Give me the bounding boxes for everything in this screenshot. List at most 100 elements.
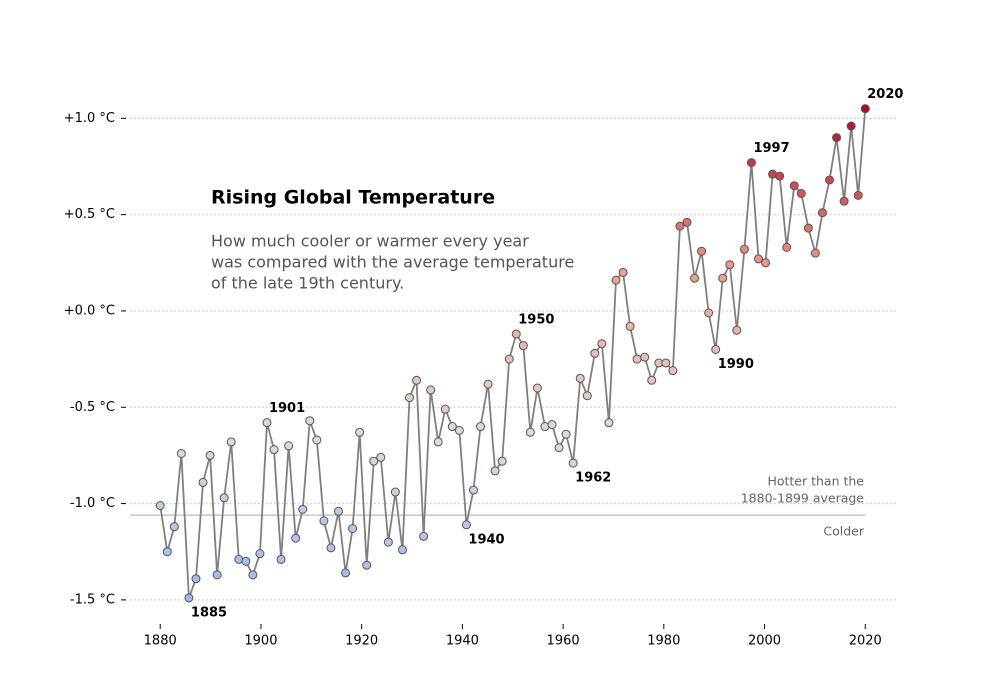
point xyxy=(205,450,215,460)
point xyxy=(184,593,194,603)
point xyxy=(839,196,849,206)
point xyxy=(718,273,728,283)
point xyxy=(668,366,678,376)
point xyxy=(532,383,542,393)
y-tick-label: +1.0 °C xyxy=(64,111,115,126)
point xyxy=(490,466,500,476)
point xyxy=(341,568,351,578)
point xyxy=(761,258,771,268)
point xyxy=(625,321,635,331)
point xyxy=(746,158,756,168)
point xyxy=(690,273,700,283)
point xyxy=(860,104,870,114)
y-tick-label: -1.5 °C xyxy=(70,592,115,607)
point xyxy=(248,570,258,580)
point xyxy=(604,418,614,428)
point xyxy=(376,452,386,462)
subtitle: of the late 19th century. xyxy=(211,274,404,293)
point xyxy=(789,181,799,191)
point xyxy=(348,524,358,534)
point xyxy=(568,458,578,468)
point xyxy=(419,531,429,541)
point xyxy=(176,448,186,458)
point xyxy=(575,373,585,383)
point xyxy=(803,223,813,233)
point xyxy=(483,379,493,389)
point xyxy=(169,522,179,532)
reference-label: Colder xyxy=(823,524,864,539)
point xyxy=(825,175,835,185)
point xyxy=(775,171,785,181)
point xyxy=(582,391,592,401)
y-tick-label: -1.0 °C xyxy=(70,496,115,511)
point xyxy=(796,188,806,198)
point xyxy=(547,420,557,430)
point xyxy=(155,500,165,510)
point xyxy=(305,416,315,426)
point xyxy=(561,429,571,439)
point xyxy=(725,260,735,270)
x-tick-label: 2000 xyxy=(748,634,781,649)
x-tick-label: 1880 xyxy=(144,634,177,649)
point xyxy=(454,425,464,435)
point xyxy=(426,385,436,395)
y-tick-label: +0.0 °C xyxy=(64,303,115,318)
reference-label: 1880-1899 average xyxy=(741,491,865,506)
point xyxy=(675,221,685,231)
point xyxy=(661,358,671,368)
annotation: 2020 xyxy=(867,87,903,102)
point xyxy=(647,375,657,385)
point xyxy=(326,543,336,553)
point xyxy=(846,121,856,131)
point xyxy=(461,520,471,530)
point xyxy=(319,516,329,526)
point xyxy=(732,325,742,335)
point xyxy=(355,427,365,437)
point xyxy=(504,354,514,364)
point xyxy=(276,554,286,564)
point xyxy=(269,445,279,455)
point xyxy=(590,348,600,358)
annotation: 1950 xyxy=(518,313,554,328)
line xyxy=(159,108,867,599)
point xyxy=(390,487,400,497)
x-tick-label: 2020 xyxy=(849,634,882,649)
point xyxy=(640,352,650,362)
point xyxy=(632,354,642,364)
point xyxy=(739,244,749,254)
x-tick-label: 1980 xyxy=(647,634,680,649)
point xyxy=(597,339,607,349)
point xyxy=(198,477,208,487)
x-tick-label: 1940 xyxy=(446,634,479,649)
point xyxy=(219,493,229,503)
point xyxy=(810,248,820,258)
subtitle: was compared with the average temperatur… xyxy=(211,253,574,272)
annotation: 1962 xyxy=(575,471,611,486)
reference-label: Hotter than the xyxy=(767,474,864,489)
point xyxy=(312,435,322,445)
x-tick-label: 1920 xyxy=(345,634,378,649)
point xyxy=(212,570,222,580)
point xyxy=(291,533,301,543)
point xyxy=(362,560,372,570)
point xyxy=(697,246,707,256)
point xyxy=(369,456,379,466)
point xyxy=(511,329,521,339)
x-tick-label: 1960 xyxy=(547,634,580,649)
point xyxy=(704,308,714,318)
point xyxy=(241,556,251,566)
point xyxy=(262,418,272,428)
point xyxy=(832,133,842,143)
point xyxy=(817,208,827,218)
point xyxy=(397,545,407,555)
annotation: 1990 xyxy=(718,357,754,372)
point xyxy=(476,422,486,432)
annotation: 1940 xyxy=(468,532,504,547)
point xyxy=(255,549,265,559)
point xyxy=(284,441,294,451)
point xyxy=(711,344,721,354)
point xyxy=(782,242,792,252)
annotation: 1901 xyxy=(269,401,305,416)
point xyxy=(518,341,528,351)
point xyxy=(853,190,863,200)
